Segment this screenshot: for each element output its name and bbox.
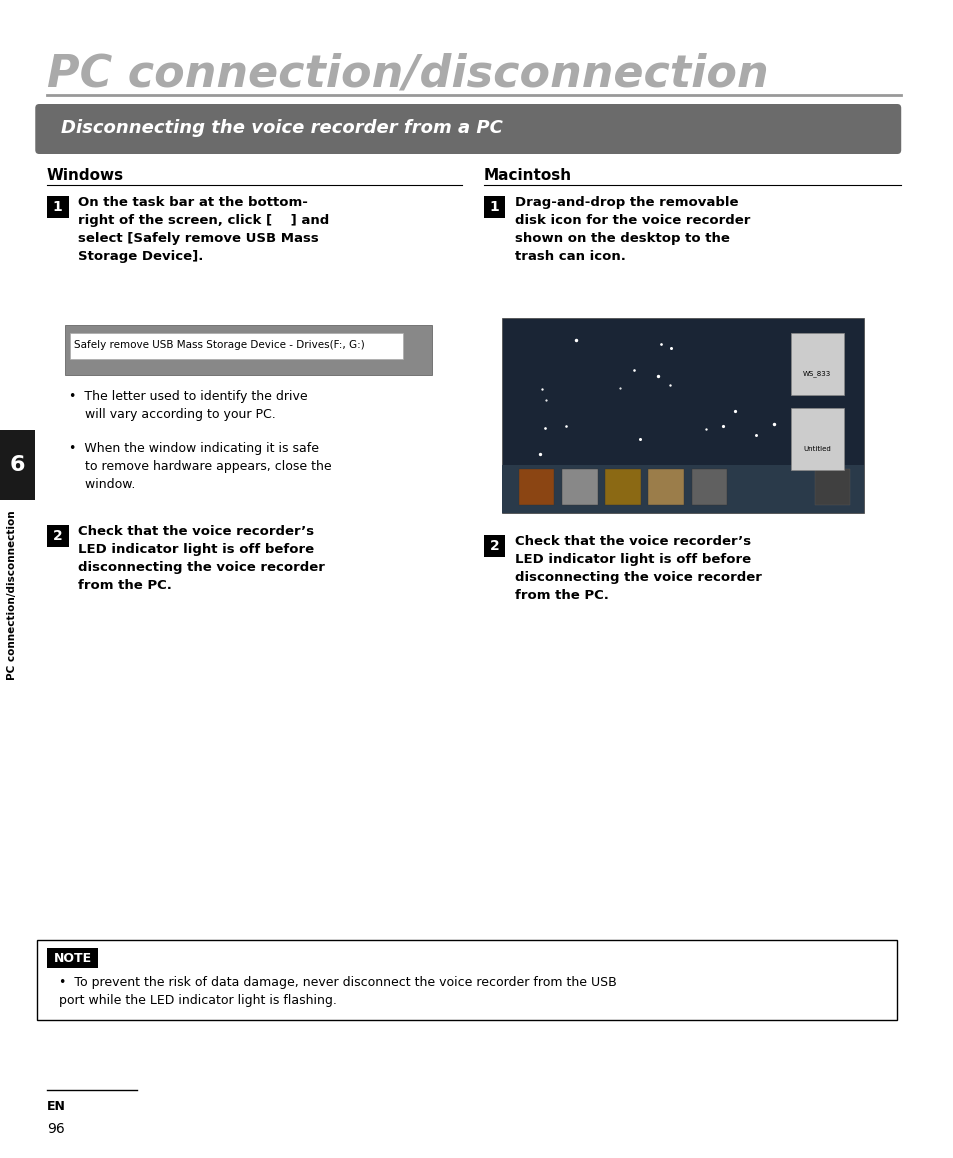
Bar xyxy=(561,469,597,505)
FancyBboxPatch shape xyxy=(35,104,901,154)
Text: •  The letter used to identify the drive
    will vary according to your PC.: • The letter used to identify the drive … xyxy=(69,390,307,422)
Bar xyxy=(691,469,726,505)
Text: 1: 1 xyxy=(489,200,499,214)
Text: •  When the window indicating it is safe
    to remove hardware appears, close t: • When the window indicating it is safe … xyxy=(69,442,331,491)
Bar xyxy=(518,469,554,505)
Bar xyxy=(47,196,69,218)
Bar xyxy=(47,948,98,968)
Text: EN: EN xyxy=(47,1100,66,1113)
Text: •  To prevent the risk of data damage, never disconnect the voice recorder from : • To prevent the risk of data damage, ne… xyxy=(59,976,616,1007)
Text: PC connection/disconnection: PC connection/disconnection xyxy=(47,52,768,95)
Text: 2: 2 xyxy=(489,538,499,554)
Text: Windows: Windows xyxy=(47,168,124,183)
Text: On the task bar at the bottom-
right of the screen, click [    ] and
select [Saf: On the task bar at the bottom- right of … xyxy=(78,196,330,263)
Bar xyxy=(47,525,69,547)
Text: Disconnecting the voice recorder from a PC: Disconnecting the voice recorder from a … xyxy=(61,119,502,137)
Bar xyxy=(790,334,843,395)
Text: WS_833: WS_833 xyxy=(802,371,830,376)
Text: Drag-and-drop the removable
disk icon for the voice recorder
shown on the deskto: Drag-and-drop the removable disk icon fo… xyxy=(515,196,750,263)
Text: 2: 2 xyxy=(52,529,63,543)
Bar xyxy=(483,196,505,218)
Text: Check that the voice recorder’s
LED indicator light is off before
disconnecting : Check that the voice recorder’s LED indi… xyxy=(78,525,325,592)
Bar xyxy=(70,334,402,359)
Text: Macintosh: Macintosh xyxy=(483,168,572,183)
Text: 6: 6 xyxy=(10,455,26,475)
Text: NOTE: NOTE xyxy=(53,952,91,965)
Bar xyxy=(501,318,863,513)
Bar xyxy=(501,466,863,513)
Text: 1: 1 xyxy=(52,200,63,214)
Bar xyxy=(814,469,849,505)
Text: Check that the voice recorder’s
LED indicator light is off before
disconnecting : Check that the voice recorder’s LED indi… xyxy=(515,535,761,602)
Bar xyxy=(483,535,505,557)
Bar xyxy=(790,408,843,470)
Bar xyxy=(648,469,683,505)
Text: PC connection/disconnection: PC connection/disconnection xyxy=(7,510,17,680)
Bar xyxy=(37,940,897,1020)
Bar xyxy=(605,469,640,505)
Text: Safely remove USB Mass Storage Device - Drives(F:, G:): Safely remove USB Mass Storage Device - … xyxy=(74,340,365,350)
Text: 96: 96 xyxy=(47,1122,65,1136)
Bar xyxy=(65,325,432,375)
Text: Untitled: Untitled xyxy=(802,446,830,452)
Bar xyxy=(0,430,35,500)
